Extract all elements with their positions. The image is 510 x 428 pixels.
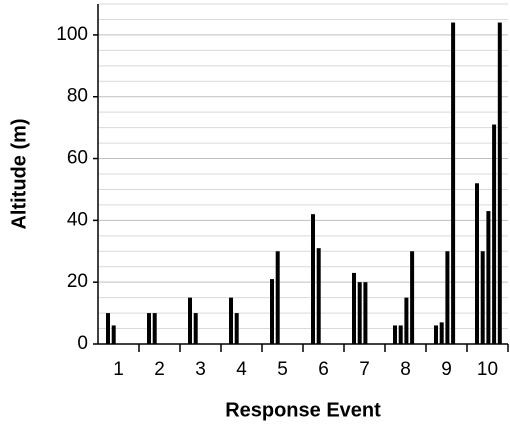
- bar: [352, 272, 356, 344]
- x-tick-label: 10: [477, 359, 498, 380]
- bar: [188, 297, 192, 344]
- bar: [492, 124, 497, 344]
- x-axis-title: Response Event: [225, 399, 381, 421]
- x-tick-label: 2: [154, 359, 165, 380]
- bar: [445, 251, 450, 344]
- x-tick-label: 6: [318, 359, 329, 380]
- bar: [451, 22, 456, 345]
- bar: [475, 183, 479, 344]
- bar: [152, 313, 157, 344]
- y-tick-label: 60: [67, 148, 88, 169]
- y-tick-label: 100: [56, 24, 88, 45]
- x-tick-label: 8: [400, 359, 411, 380]
- bar: [234, 313, 239, 344]
- bar: [357, 282, 362, 344]
- bar: [275, 251, 280, 344]
- x-tick-label: 9: [441, 359, 452, 380]
- bar: [434, 325, 438, 344]
- x-tick-label: 4: [236, 359, 247, 380]
- y-axis-title: Altitude (m): [8, 118, 30, 229]
- y-tick-label: 0: [77, 333, 88, 354]
- bar: [311, 214, 315, 344]
- x-tick-label: 1: [113, 359, 124, 380]
- bar: [147, 313, 151, 344]
- bar: [404, 297, 409, 344]
- bar: [363, 282, 368, 344]
- bar: [480, 251, 485, 344]
- x-tick-label: 7: [359, 359, 370, 380]
- bar: [486, 211, 491, 344]
- bar: [398, 325, 403, 344]
- bar: [410, 251, 415, 344]
- bar: [270, 279, 274, 344]
- y-tick-label: 40: [67, 209, 88, 230]
- bar: [393, 325, 397, 344]
- y-tick-label: 80: [67, 86, 88, 107]
- x-tick-label: 5: [277, 359, 288, 380]
- bar: [229, 297, 233, 344]
- bar: [193, 313, 198, 344]
- bar: [316, 248, 321, 344]
- bar: [439, 322, 444, 344]
- y-tick-label: 20: [67, 271, 88, 292]
- bar: [111, 325, 116, 344]
- bar: [497, 22, 502, 345]
- bar: [106, 313, 110, 344]
- x-tick-label: 3: [195, 359, 206, 380]
